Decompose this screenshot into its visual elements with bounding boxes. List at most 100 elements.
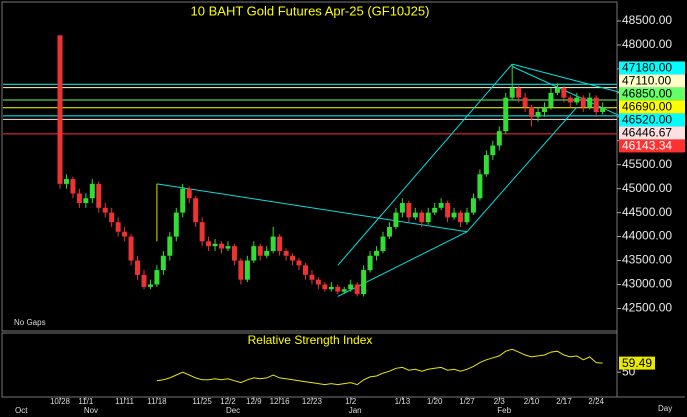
candle-body <box>380 236 386 251</box>
candle-body <box>386 226 392 237</box>
x-tick-label: 1/13 <box>395 397 411 406</box>
candle-body <box>251 246 257 261</box>
candle-body <box>561 88 567 98</box>
candle-body <box>122 231 128 237</box>
month-label: Feb <box>497 406 511 415</box>
candle-body <box>135 260 141 275</box>
y-tick-label: 42500.00 <box>622 301 672 315</box>
note: No Gaps <box>14 318 46 327</box>
candle-body <box>412 212 418 218</box>
y-tick-label: 43500.00 <box>622 253 672 267</box>
axes: 48500.0048000.0047500.0047000.0046500.00… <box>15 13 685 415</box>
candle-body <box>219 243 224 249</box>
candle-body <box>147 284 153 287</box>
candle-body <box>406 203 412 218</box>
candle-body <box>70 179 76 194</box>
y-tick-label: 48000.00 <box>622 37 672 51</box>
chart-title: 10 BAHT Gold Futures Apr-25 (GF10J25) <box>191 3 430 18</box>
x-tick-label: 11/25 <box>192 397 212 406</box>
candle-body <box>393 212 399 227</box>
candle-body <box>490 145 496 156</box>
trend-line <box>512 63 623 94</box>
candle-body <box>57 35 63 184</box>
candle-body <box>225 246 231 249</box>
y-tick-label: 44000.00 <box>622 229 672 243</box>
month-label: Oct <box>15 406 28 415</box>
candle-body <box>542 107 547 112</box>
candle-body <box>451 212 457 218</box>
x-tick-label: 2/24 <box>588 397 604 406</box>
month-label: Dec <box>226 406 240 415</box>
candle-body <box>193 198 199 223</box>
candle-body <box>516 88 522 98</box>
level-label: 46850.00 <box>622 87 672 101</box>
candle-body <box>374 250 380 256</box>
candle-body <box>445 203 451 218</box>
x-tick-label: 12/2 <box>220 397 236 406</box>
rsi-label-box <box>619 356 655 370</box>
trend-line <box>337 63 513 266</box>
candle-body <box>322 284 328 290</box>
levels <box>3 83 617 135</box>
level-label-box <box>619 87 685 101</box>
candle-body <box>76 193 82 204</box>
y-tick-label: 45500.00 <box>622 157 672 171</box>
candle-body <box>141 274 147 287</box>
candle-body <box>419 212 425 223</box>
x-tick-label: 12/16 <box>270 397 291 406</box>
candle-body <box>438 203 444 208</box>
x-tick-label: 12/23 <box>302 397 323 406</box>
candle-body <box>283 250 289 256</box>
y-tick-label: 48500.00 <box>622 13 672 27</box>
candle-body <box>503 97 509 132</box>
candle-body <box>425 212 431 223</box>
candle-body <box>206 241 212 247</box>
candle-body <box>212 243 218 247</box>
candle-body <box>554 88 560 93</box>
candle-body <box>567 97 573 103</box>
candle-body <box>173 212 179 237</box>
level-label-box <box>619 61 685 75</box>
candle-body <box>160 255 166 271</box>
level-label: 46690.00 <box>622 100 672 114</box>
candle-body <box>458 212 464 223</box>
x-tick-label: 11/18 <box>147 397 167 406</box>
candle-body <box>535 112 541 117</box>
level-label: 47180.00 <box>622 61 672 75</box>
candle-body <box>341 289 347 292</box>
level-label: 46143.34 <box>622 139 672 153</box>
level-label-box <box>619 139 685 153</box>
y-tick-label: 43000.00 <box>622 277 672 291</box>
x-tick-label: 2/3 <box>494 397 506 406</box>
candle-body <box>315 279 321 285</box>
candle-body <box>309 274 315 280</box>
candle-body <box>180 188 186 213</box>
candle-body <box>600 107 606 112</box>
candle-body <box>580 97 586 108</box>
candle-body <box>464 212 470 223</box>
candle-body <box>83 198 89 204</box>
candle-body <box>244 260 250 280</box>
candle-body <box>199 222 205 242</box>
candle-body <box>128 236 134 261</box>
candle-body <box>328 286 334 290</box>
candle-body <box>264 250 270 256</box>
trend-line <box>466 106 578 233</box>
x-tick-label: 2/17 <box>556 397 572 406</box>
candle-body <box>290 255 296 261</box>
candle-body <box>509 88 515 98</box>
x-tick-label: 1/20 <box>427 397 443 406</box>
x-tick-label: 11/11 <box>115 397 134 406</box>
candle-body <box>354 284 360 295</box>
candle-body <box>257 246 263 256</box>
level-label: 46520.00 <box>622 113 672 127</box>
candle-body <box>89 183 95 199</box>
candles <box>57 35 606 297</box>
candle-body <box>432 207 438 213</box>
candle-body <box>109 212 115 223</box>
x-tick-label: 2/10 <box>524 397 540 406</box>
x-tick-label: 12/9 <box>246 397 262 406</box>
x-tick-label: 10/28 <box>50 397 71 406</box>
